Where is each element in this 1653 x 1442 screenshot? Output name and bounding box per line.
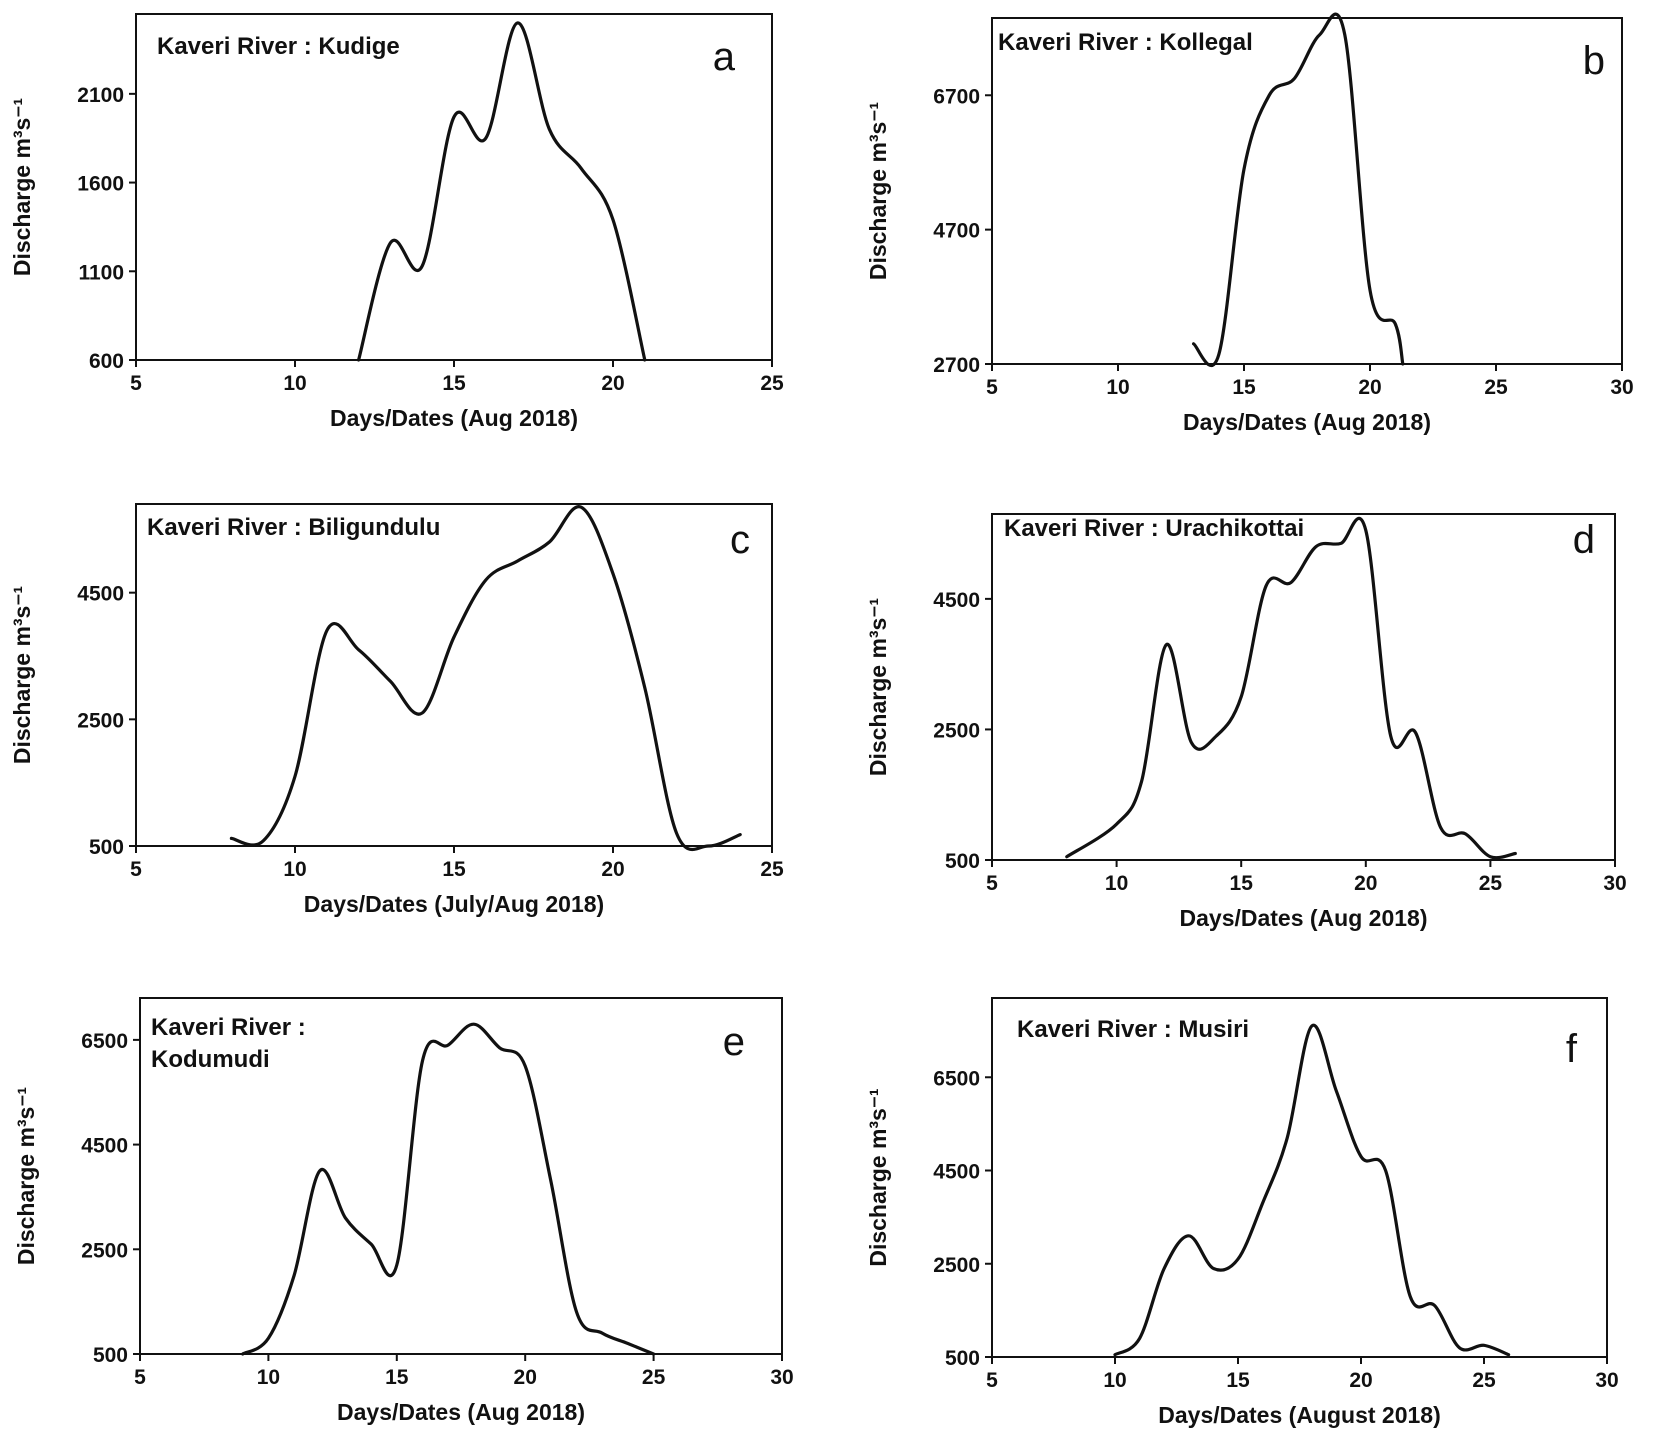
chart-title: Kaveri River : Musiri [1017,1016,1249,1043]
chart-title: Kaveri River : Biligundulu [147,514,440,541]
y-axis-label: Discharge m³s⁻¹ [13,1087,39,1265]
x-tick-label: 20 [1354,872,1377,895]
y-tick-label: 2100 [77,84,124,107]
series-line [1192,12,1405,367]
x-tick-label: 25 [1484,376,1508,399]
x-tick-label: 20 [1349,1369,1372,1392]
y-tick-label: 4500 [933,1161,980,1184]
panel-label: e [723,1020,745,1064]
x-tick-label: 25 [1472,1369,1496,1392]
y-tick-label: 4500 [933,589,980,612]
x-tick-label: 30 [1603,872,1626,895]
series-line [241,1022,656,1356]
x-axis-label: Days/Dates (Aug 2018) [330,405,578,431]
plot-frame [135,503,773,847]
panel-label: f [1566,1027,1578,1071]
plot-frame [991,17,1623,365]
series-line [1065,516,1517,860]
x-tick-label: 5 [130,372,142,395]
y-tick-label: 500 [945,1347,980,1370]
y-tick-label: 1600 [77,173,124,196]
x-tick-label: 5 [986,872,998,895]
x-tick-label: 10 [1105,872,1128,895]
x-tick-label: 15 [1230,872,1254,895]
chart-title: Kaveri River : Kollegal [998,29,1253,56]
panel-label: a [713,35,736,79]
x-tick-label: 25 [1479,872,1503,895]
x-tick-label: 15 [1226,1369,1250,1392]
y-tick-label: 6500 [81,1030,128,1053]
y-tick-label: 2700 [933,354,980,377]
chart-panel-a: 5 10 15 20 25 600 1100 1600 2100 Days/Dates (Aug … [9,13,784,431]
panel-label: c [730,518,750,562]
x-tick-label: 25 [642,1366,666,1389]
chart-panel-e: 5 10 15 20 25 30 500 2500 4500 6500 Days/Dates (Au… [13,997,794,1425]
x-tick-label: 30 [770,1366,793,1389]
chart-panel-c: 5 10 15 20 25 500 2500 4500 Days/Dates (July/Aug… [9,503,784,917]
y-tick-label: 6700 [933,85,980,108]
x-tick-label: 20 [601,858,624,881]
series-line [229,505,742,852]
x-axis-label: Days/Dates (August 2018) [1158,1402,1441,1428]
panel-label: b [1583,39,1605,83]
x-tick-label: 15 [442,372,466,395]
x-tick-label: 10 [283,858,306,881]
x-tick-label: 10 [1103,1369,1126,1392]
x-tick-label: 5 [986,1369,998,1392]
x-tick-label: 25 [760,858,784,881]
x-tick-label: 25 [760,372,784,395]
x-tick-label: 30 [1595,1369,1618,1392]
y-tick-label: 4700 [933,220,980,243]
x-tick-label: 10 [1106,376,1129,399]
y-tick-label: 1100 [78,261,124,284]
x-tick-label: 15 [1232,376,1256,399]
y-tick-label: 2500 [77,709,124,732]
chart-panel-f: 5 10 15 20 25 30 500 2500 4500 6500 Days/Dates (Au… [865,997,1619,1428]
y-tick-label: 2500 [81,1239,128,1262]
x-tick-label: 5 [986,376,998,399]
chart-title: Kaveri River : [151,1014,306,1041]
y-tick-label: 4500 [77,583,124,606]
x-axis-label: Days/Dates (Aug 2018) [1183,409,1431,435]
y-axis-label: Discharge m³s⁻¹ [865,102,891,280]
x-tick-label: 20 [1358,376,1381,399]
y-tick-label: 6500 [933,1067,980,1090]
x-tick-label: 30 [1610,376,1633,399]
y-axis-label: Discharge m³s⁻¹ [865,1088,891,1266]
y-axis-label: Discharge m³s⁻¹ [9,98,35,276]
x-tick-label: 20 [514,1366,537,1389]
chart-title: Kodumudi [151,1046,270,1073]
panel-label: d [1573,518,1595,562]
plot-frame [991,513,1616,861]
chart-title: Kaveri River : Urachikottai [1004,515,1304,542]
y-tick-label: 500 [89,836,124,859]
plot-frame [139,997,783,1355]
y-tick-label: 4500 [81,1135,128,1158]
x-tick-label: 10 [283,372,306,395]
chart-panel-b: 5 10 15 20 25 30 2700 4700 6700 Days/Dates (Aug 2… [865,12,1634,435]
plot-frame [991,997,1608,1358]
chart-panel-d: 5 10 15 20 25 30 500 2500 4500 Days/Dates (Aug 20… [865,513,1627,931]
y-axis-label: Discharge m³s⁻¹ [865,598,891,776]
series-line [357,21,647,362]
plot-frame [135,13,773,361]
x-tick-label: 15 [442,858,466,881]
x-tick-label: 15 [385,1366,409,1389]
y-tick-label: 500 [93,1344,128,1367]
x-axis-label: Days/Dates (July/Aug 2018) [304,891,604,917]
y-tick-label: 500 [945,850,980,873]
y-tick-label: 600 [89,350,124,373]
y-tick-label: 2500 [933,1254,980,1277]
x-tick-label: 10 [257,1366,280,1389]
series-line [1113,1023,1511,1357]
chart-title: Kaveri River : Kudige [157,33,400,60]
x-axis-label: Days/Dates (Aug 2018) [337,1399,585,1425]
x-tick-label: 20 [601,372,624,395]
x-axis-label: Days/Dates (Aug 2018) [1180,905,1428,931]
x-tick-label: 5 [134,1366,146,1389]
x-tick-label: 5 [130,858,142,881]
y-tick-label: 2500 [933,719,980,742]
y-axis-label: Discharge m³s⁻¹ [9,586,35,764]
